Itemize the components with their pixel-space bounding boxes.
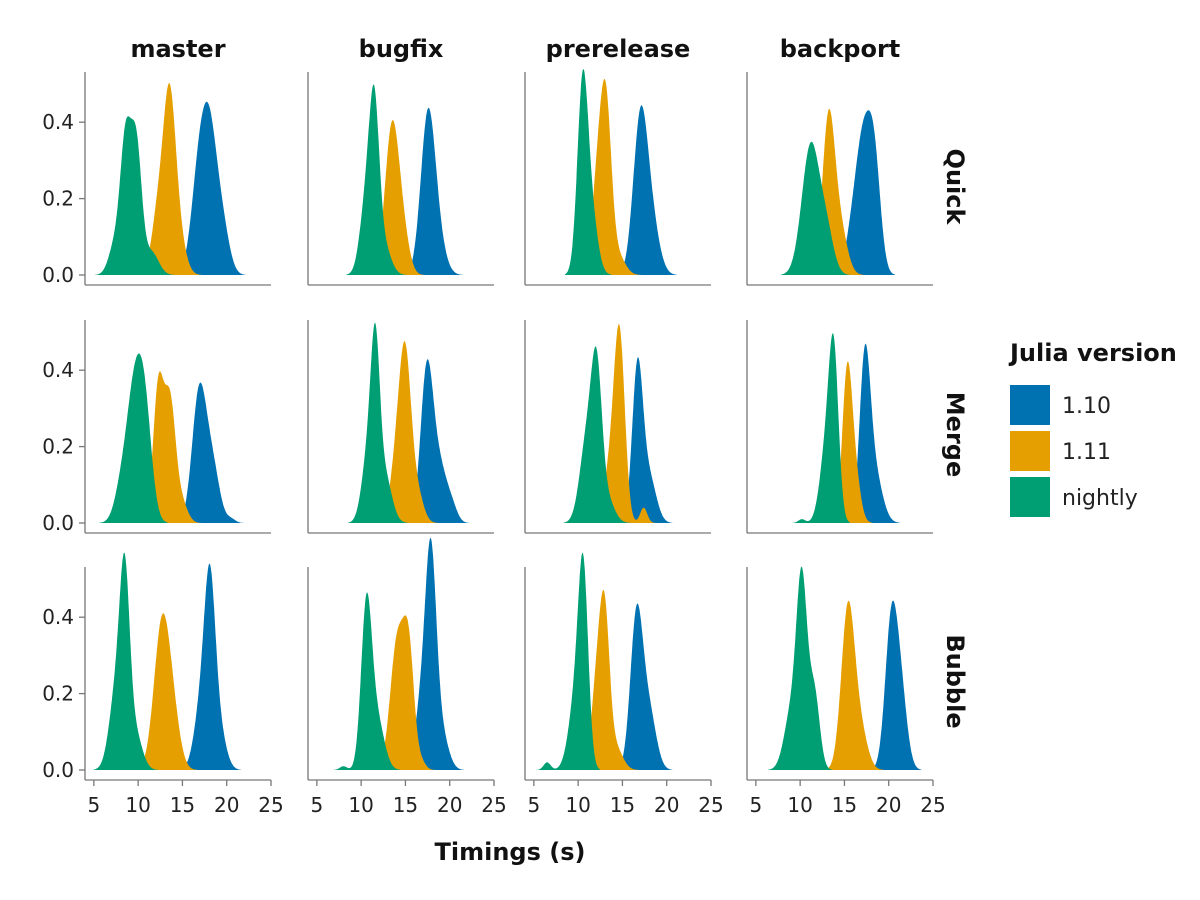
column-title-backport: backport bbox=[780, 35, 901, 63]
density-1-11 bbox=[579, 589, 639, 770]
legend-label-1-11: 1.11 bbox=[1062, 440, 1111, 465]
density-1-10 bbox=[616, 105, 678, 275]
density-nightly bbox=[781, 141, 851, 275]
x-tick-label: 5 bbox=[87, 793, 100, 817]
density-1-10 bbox=[178, 563, 242, 770]
panel-bubble-backport: 5 10 15 20 25 bbox=[746, 566, 946, 817]
row-title-quick: Quick bbox=[941, 149, 969, 226]
density-nightly bbox=[565, 69, 612, 275]
legend-swatch-1-10 bbox=[1010, 385, 1050, 425]
panel-bubble-bugfix: 5 10 15 20 25 bbox=[307, 537, 507, 817]
density-nightly bbox=[94, 116, 175, 275]
y-tick-label: 0.0 bbox=[42, 511, 74, 535]
panel-merge-backport bbox=[746, 320, 933, 534]
x-tick-label: 20 bbox=[876, 793, 901, 817]
panel-merge-master: 0.0 0.2 0.4 bbox=[42, 320, 271, 535]
legend-title: Julia version bbox=[1008, 339, 1177, 367]
density-1-10 bbox=[173, 101, 246, 275]
x-tick-label: 5 bbox=[749, 793, 762, 817]
legend: Julia version 1.10 1.11 nightly bbox=[1008, 339, 1177, 517]
x-tick-label: 20 bbox=[214, 793, 239, 817]
density-nightly bbox=[93, 552, 158, 770]
density-1-10 bbox=[175, 382, 246, 523]
density-1-11 bbox=[374, 615, 436, 770]
density-nightly bbox=[347, 322, 408, 523]
density-1-10 bbox=[619, 357, 673, 523]
density-1-10 bbox=[616, 603, 673, 770]
x-tick-label: 15 bbox=[393, 793, 418, 817]
x-axis-label: Timings (s) bbox=[435, 838, 586, 866]
x-tick-label: 10 bbox=[565, 793, 590, 817]
x-tick-label: 20 bbox=[437, 793, 462, 817]
panel-quick-backport bbox=[746, 72, 933, 286]
x-tick-label: 10 bbox=[348, 793, 373, 817]
density-nightly bbox=[98, 353, 168, 523]
density-1-10 bbox=[399, 537, 465, 770]
y-tick-label: 0.0 bbox=[42, 263, 74, 287]
x-tick-label: 5 bbox=[527, 793, 540, 817]
density-1-11 bbox=[135, 613, 197, 770]
density-nightly bbox=[331, 592, 401, 770]
y-tick-label: 0.4 bbox=[42, 605, 74, 629]
y-tick-label: 0.4 bbox=[42, 110, 74, 134]
density-1-10 bbox=[847, 343, 900, 523]
x-tick-label: 25 bbox=[258, 793, 283, 817]
legend-label-nightly: nightly bbox=[1062, 486, 1138, 511]
density-1-11 bbox=[588, 324, 656, 523]
labels-layer: master bugfix prerelease backport Quick Merge… bbox=[130, 35, 969, 729]
panel-quick-master: 0.0 0.2 0.4 bbox=[42, 72, 271, 287]
column-title-prerelease: prerelease bbox=[546, 35, 691, 63]
density-1-10 bbox=[829, 110, 895, 275]
panel-bubble-prerelease: 5 10 15 20 25 bbox=[524, 552, 724, 817]
x-tick-label: 15 bbox=[832, 793, 857, 817]
density-1-10 bbox=[870, 600, 922, 770]
y-tick-label: 0.2 bbox=[42, 682, 74, 706]
column-title-bugfix: bugfix bbox=[359, 35, 444, 63]
density-1-10 bbox=[404, 107, 463, 275]
x-tick-label: 10 bbox=[787, 793, 812, 817]
x-tick-label: 15 bbox=[170, 793, 195, 817]
x-tick-label: 25 bbox=[481, 793, 506, 817]
density-nightly bbox=[767, 566, 832, 770]
panel-quick-bugfix bbox=[307, 72, 494, 286]
x-tick-label: 5 bbox=[310, 793, 323, 817]
density-1-11 bbox=[376, 341, 438, 523]
panel-bubble-master: 0.0 0.2 0.4 5 10 15 20 25 bbox=[42, 552, 284, 817]
density-1-11 bbox=[137, 83, 202, 275]
panel-merge-prerelease bbox=[524, 320, 711, 534]
row-title-merge: Merge bbox=[941, 392, 969, 477]
density-nightly bbox=[535, 552, 600, 770]
y-tick-label: 0.2 bbox=[42, 187, 74, 211]
x-tick-label: 15 bbox=[610, 793, 635, 817]
y-tick-label: 0.4 bbox=[42, 358, 74, 382]
density-nightly bbox=[563, 346, 631, 523]
y-tick-label: 0.0 bbox=[42, 758, 74, 782]
legend-label-1-10: 1.10 bbox=[1062, 394, 1111, 419]
column-title-master: master bbox=[130, 35, 225, 63]
panels-layer: 0.0 0.2 0.4 0.0 0.2 0.4 0.0 0.2 0.4 5 10 15 20 25 5 10 1… bbox=[42, 69, 946, 817]
legend-swatch-1-11 bbox=[1010, 431, 1050, 471]
panel-quick-prerelease bbox=[524, 69, 711, 286]
density-nightly bbox=[790, 333, 850, 523]
density-1-10 bbox=[406, 359, 470, 523]
x-tick-label: 25 bbox=[698, 793, 723, 817]
x-tick-label: 25 bbox=[920, 793, 945, 817]
density-1-11 bbox=[141, 371, 202, 523]
legend-swatch-nightly bbox=[1010, 477, 1050, 517]
x-tick-label: 20 bbox=[654, 793, 679, 817]
panel-merge-bugfix bbox=[307, 320, 494, 534]
row-title-bubble: Bubble bbox=[941, 634, 969, 728]
x-tick-label: 10 bbox=[125, 793, 150, 817]
density-nightly bbox=[346, 84, 407, 275]
density-1-11 bbox=[826, 600, 884, 770]
y-tick-label: 0.2 bbox=[42, 435, 74, 459]
